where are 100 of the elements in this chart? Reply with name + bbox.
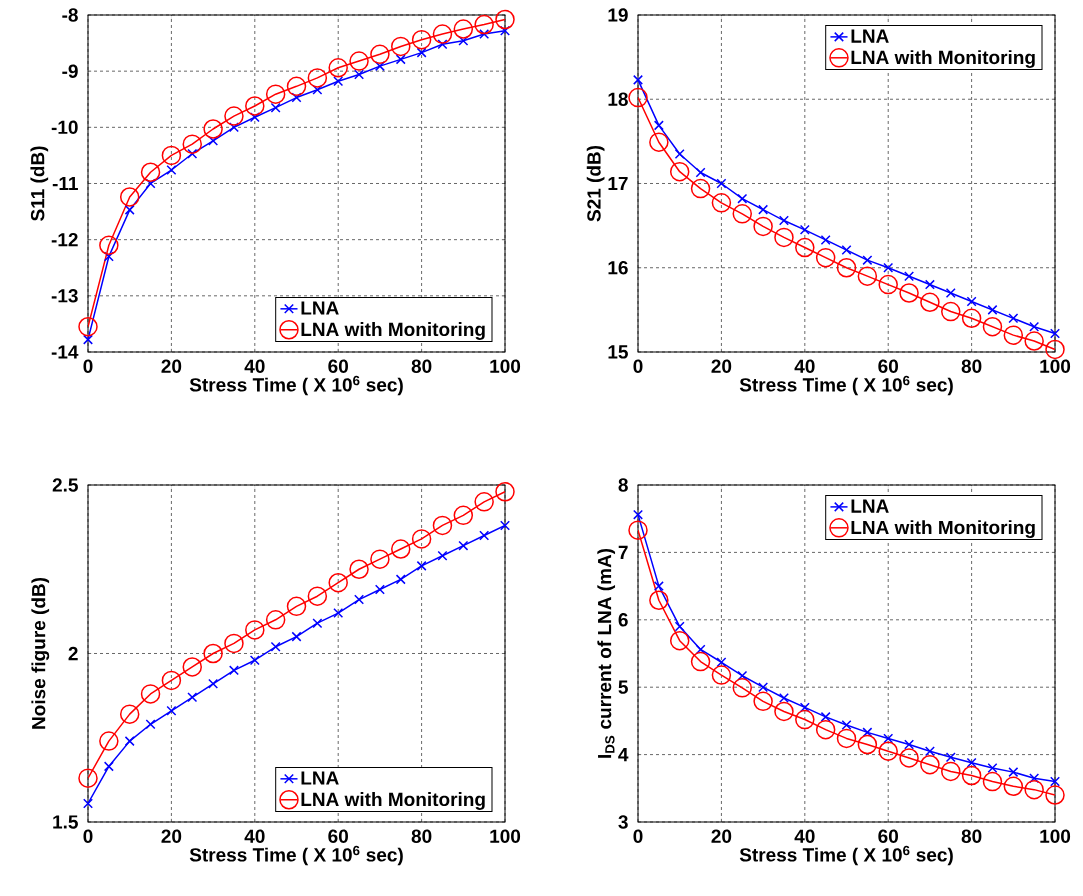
point [815, 247, 836, 268]
point [899, 283, 919, 303]
point [124, 736, 135, 747]
point [458, 35, 469, 46]
point [982, 316, 1003, 337]
point [1008, 313, 1019, 324]
y-tick-label: 4 [618, 748, 629, 762]
point [307, 586, 328, 606]
y-axis-title: Noise figure (dB) [31, 577, 50, 729]
point [653, 581, 664, 592]
y-tick-label: 2.5 [52, 478, 78, 492]
y-tick-label: 15 [608, 345, 628, 359]
point [78, 768, 98, 788]
x-tick-label: 40 [244, 359, 265, 373]
point [1029, 321, 1040, 332]
point [328, 572, 348, 593]
y-tick-label: 6 [618, 613, 628, 627]
point [941, 301, 961, 322]
x-tick-label: 40 [244, 829, 265, 843]
point [883, 262, 894, 273]
point [99, 235, 119, 256]
point [270, 102, 281, 113]
point [1008, 767, 1019, 778]
point [982, 771, 1003, 792]
point [166, 705, 177, 716]
point [1045, 339, 1065, 360]
point [649, 590, 669, 610]
point [224, 106, 244, 126]
point [758, 204, 769, 215]
point [857, 734, 878, 755]
x-tick-label: 100 [1040, 829, 1071, 843]
point [716, 178, 727, 189]
point [83, 334, 93, 345]
x-tick-label: 60 [328, 359, 348, 373]
y-tick-label: -8 [62, 8, 78, 22]
point [690, 178, 711, 199]
legend-label: LNA with Monitoring [851, 520, 1035, 538]
point [1029, 773, 1040, 784]
point [966, 757, 977, 768]
x-axis-title: Stress Time ( X 10$^{6}$ sec) [739, 375, 953, 396]
point [99, 731, 119, 751]
point [904, 739, 915, 750]
point [265, 610, 286, 630]
point [500, 25, 510, 36]
point [228, 665, 239, 676]
point [1024, 331, 1044, 351]
point [961, 308, 982, 329]
point [920, 292, 940, 313]
x-tick-label: 60 [328, 829, 348, 843]
point [961, 765, 982, 786]
point [778, 692, 789, 703]
point [432, 515, 453, 536]
point [228, 122, 239, 133]
point [711, 665, 732, 685]
point [265, 84, 286, 104]
point [737, 670, 748, 681]
point [774, 227, 794, 248]
point [161, 145, 182, 166]
y-tick-label: -10 [51, 120, 78, 135]
point [124, 204, 135, 215]
point [333, 76, 344, 87]
point [862, 727, 873, 738]
point [119, 704, 140, 724]
point [857, 266, 878, 286]
y-tick-label: 16 [608, 261, 628, 275]
y-tick-label: 18 [608, 92, 628, 106]
point [182, 657, 202, 677]
x-tick-label: 100 [490, 829, 521, 843]
point [695, 167, 706, 178]
point [690, 651, 711, 672]
point [695, 644, 706, 655]
point [904, 271, 915, 282]
point [437, 39, 448, 50]
point [370, 549, 390, 569]
point [245, 96, 265, 116]
y-axis-title: I$_{DS}$ current of LNA (mA) [597, 548, 616, 758]
y-tick-label: 2 [68, 646, 78, 661]
point [633, 74, 643, 85]
point [249, 112, 260, 123]
point [416, 47, 427, 58]
point [286, 596, 307, 617]
point [187, 148, 198, 159]
point [103, 251, 114, 262]
y-tick-label: -13 [51, 289, 78, 303]
x-tick-label: 20 [161, 359, 182, 373]
point [187, 692, 198, 703]
point [474, 492, 494, 512]
x-axis-title: Stress Time ( X 10$^{6}$ sec) [739, 845, 953, 866]
point [161, 670, 182, 691]
point [203, 643, 223, 664]
point [145, 719, 156, 730]
point [799, 224, 810, 235]
point [774, 701, 794, 722]
x-axis-title: Stress Time ( X 10$^{6}$ sec) [189, 375, 403, 396]
point [674, 149, 685, 159]
point [370, 44, 390, 65]
x-tick-label: 0 [633, 829, 643, 843]
point [862, 255, 873, 266]
point [270, 641, 281, 652]
point [899, 748, 919, 768]
